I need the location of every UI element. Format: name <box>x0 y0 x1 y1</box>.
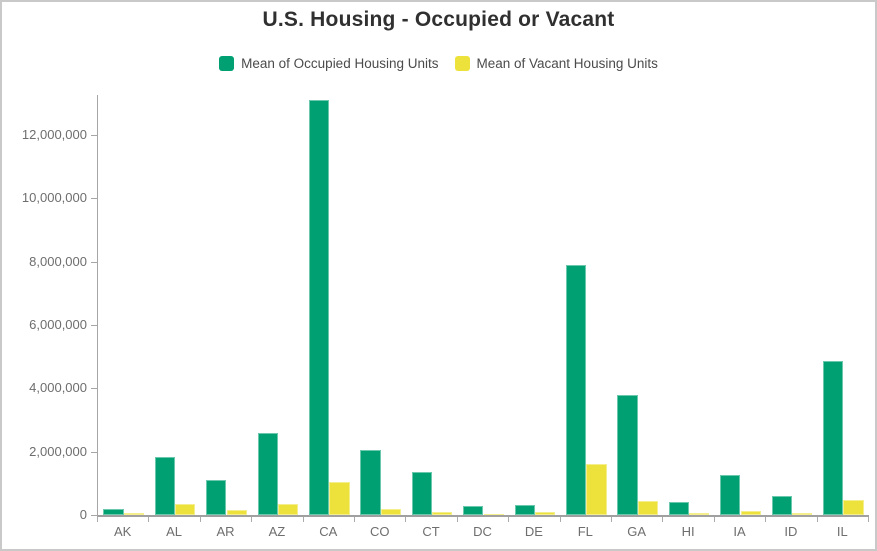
y-tick-mark <box>91 261 97 263</box>
legend-item-vacant[interactable]: Mean of Vacant Housing Units <box>454 56 658 71</box>
bar-occupied-ID[interactable] <box>771 496 792 515</box>
bar-occupied-FL[interactable] <box>566 264 587 515</box>
x-category-label-AZ: AZ <box>268 524 286 539</box>
bar-vacant-DE[interactable] <box>534 511 556 515</box>
x-tick-mark <box>868 517 869 522</box>
x-tick-mark <box>765 517 767 522</box>
x-tick-mark <box>302 517 304 522</box>
x-tick-mark <box>148 517 150 522</box>
y-tick-label: 4,000,000 <box>29 380 87 396</box>
x-tick-mark <box>662 517 664 522</box>
bar-vacant-ID[interactable] <box>791 513 813 515</box>
x-tick-mark <box>97 517 98 522</box>
bar-vacant-CA[interactable] <box>329 481 350 515</box>
bar-vacant-GA[interactable] <box>637 500 658 515</box>
legend-label-vacant: Mean of Vacant Housing Units <box>476 56 658 71</box>
y-tick-mark <box>91 388 97 390</box>
x-category-label-CO: CO <box>369 524 390 539</box>
x-category-label-DC: DC <box>473 524 492 539</box>
bar-occupied-CO[interactable] <box>360 450 381 515</box>
legend-label-occupied: Mean of Occupied Housing Units <box>241 56 439 71</box>
vacant-series-swatch <box>454 56 470 71</box>
chart-title: U.S. Housing - Occupied or Vacant <box>262 8 615 31</box>
x-category-label-GA: GA <box>627 524 647 539</box>
x-tick-mark <box>508 517 510 522</box>
bar-vacant-IA[interactable] <box>740 511 761 515</box>
bar-occupied-CA[interactable] <box>309 100 330 515</box>
bar-occupied-IA[interactable] <box>720 475 741 515</box>
legend: Mean of Occupied Housing Units Mean of V… <box>2 56 875 71</box>
legend-item-occupied[interactable]: Mean of Occupied Housing Units <box>219 56 439 71</box>
y-tick-mark <box>91 324 97 326</box>
bar-occupied-DE[interactable] <box>514 504 535 515</box>
bar-vacant-FL[interactable] <box>586 464 607 515</box>
bar-occupied-IL[interactable] <box>823 361 844 515</box>
y-tick-label: 0 <box>79 507 87 522</box>
x-tick-mark <box>611 517 612 522</box>
bar-vacant-CT[interactable] <box>432 512 453 515</box>
x-category-label-AK: AK <box>114 524 132 539</box>
bar-occupied-DC[interactable] <box>463 506 484 515</box>
occupied-series-swatch <box>219 56 235 71</box>
x-tick-mark <box>251 517 253 522</box>
y-tick-label: 8,000,000 <box>29 253 87 269</box>
x-category-label-CA: CA <box>319 524 338 539</box>
x-tick-mark <box>354 517 355 522</box>
x-category-label-IA: IA <box>733 524 746 539</box>
x-category-label-IL: IL <box>836 524 848 539</box>
bar-vacant-AR[interactable] <box>226 510 247 515</box>
y-tick-mark <box>91 515 97 516</box>
x-tick-mark <box>405 517 407 522</box>
bar-vacant-HI[interactable] <box>689 513 710 515</box>
bar-occupied-HI[interactable] <box>668 501 690 515</box>
bar-vacant-DC[interactable] <box>483 513 504 515</box>
bar-occupied-AL[interactable] <box>154 457 176 515</box>
plot-area <box>97 95 869 517</box>
bar-occupied-AZ[interactable] <box>257 432 278 515</box>
bar-occupied-AK[interactable] <box>103 508 124 515</box>
x-category-label-ID: ID <box>784 524 798 539</box>
bar-vacant-AZ[interactable] <box>277 503 299 515</box>
x-tick-mark <box>713 517 715 522</box>
y-tick-mark <box>91 451 97 453</box>
x-category-label-DE: DE <box>524 524 543 539</box>
bar-vacant-IL[interactable] <box>843 500 864 515</box>
y-tick-label: 6,000,000 <box>29 316 87 332</box>
x-tick-mark <box>816 517 818 522</box>
y-tick-mark <box>91 198 97 200</box>
y-tick-label: 2,000,000 <box>29 443 87 459</box>
bar-vacant-AL[interactable] <box>175 504 196 515</box>
bar-vacant-AK[interactable] <box>123 513 144 515</box>
y-tick-label: 10,000,000 <box>21 190 87 206</box>
x-category-label-HI: HI <box>681 524 695 539</box>
bar-occupied-CT[interactable] <box>411 472 433 515</box>
x-category-label-AR: AR <box>216 524 235 539</box>
bar-occupied-GA[interactable] <box>617 394 638 515</box>
x-category-label-CT: CT <box>422 524 440 539</box>
x-category-label-AL: AL <box>166 524 183 539</box>
bar-vacant-CO[interactable] <box>380 509 401 515</box>
x-tick-mark <box>559 517 561 522</box>
y-tick-label: 12,000,000 <box>21 126 87 142</box>
x-tick-mark <box>199 517 201 522</box>
y-tick-mark <box>91 134 97 136</box>
bar-occupied-AR[interactable] <box>206 480 227 515</box>
x-tick-mark <box>456 517 458 522</box>
x-category-label-FL: FL <box>577 524 593 539</box>
